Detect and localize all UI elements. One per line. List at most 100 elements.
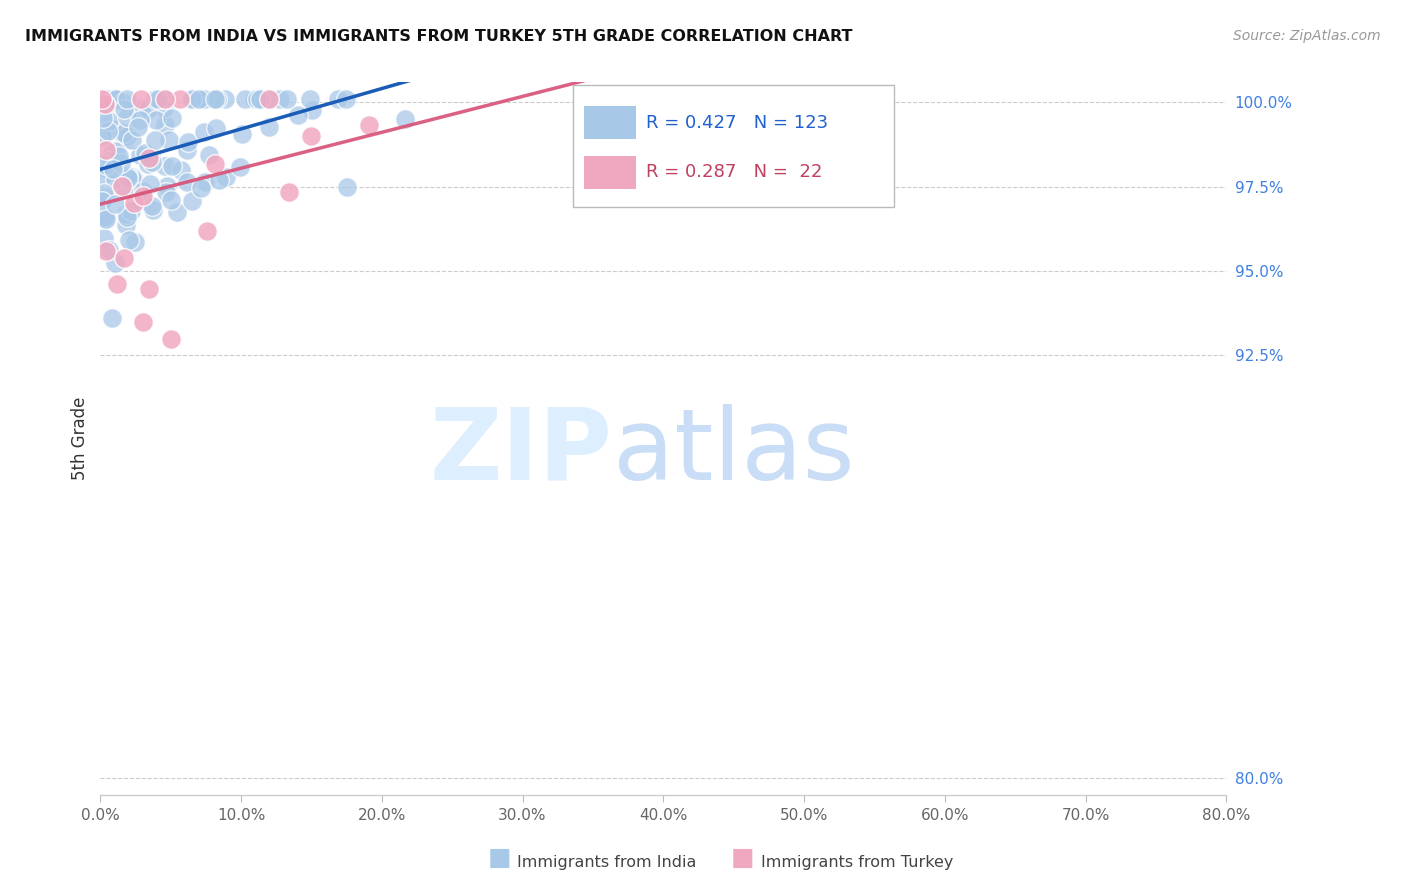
Point (112, 102, 135, 116)
Point (112, 251, 135, 265)
Point (117, 92, 139, 106)
Point (143, 133, 166, 147)
Point (112, 126, 135, 140)
Point (159, 332, 181, 346)
Point (105, 145, 128, 159)
FancyBboxPatch shape (574, 86, 894, 207)
Point (131, 315, 153, 329)
Point (94, 210, 117, 224)
Point (141, 199, 163, 213)
Point (326, 92, 349, 106)
Point (394, 112, 416, 126)
Point (131, 189, 153, 203)
Point (127, 120, 149, 134)
Point (134, 145, 156, 160)
Point (111, 178, 134, 193)
Point (176, 176, 198, 190)
Point (104, 92, 127, 106)
Point (259, 92, 281, 106)
Point (122, 195, 145, 210)
Point (91, 194, 114, 208)
Point (193, 92, 215, 106)
Point (181, 92, 204, 106)
FancyBboxPatch shape (585, 106, 637, 139)
Point (101, 161, 124, 176)
Point (298, 92, 321, 106)
Point (93, 186, 115, 200)
Point (104, 92, 127, 106)
Point (91, 168, 114, 182)
Text: ZIP: ZIP (430, 404, 613, 501)
Point (105, 92, 128, 106)
Point (138, 102, 160, 116)
Point (257, 92, 280, 106)
Point (94, 96, 117, 111)
Point (132, 184, 155, 198)
Point (188, 92, 211, 106)
Point (148, 92, 170, 106)
Point (101, 310, 124, 325)
Point (215, 169, 238, 184)
Text: IMMIGRANTS FROM INDIA VS IMMIGRANTS FROM TURKEY 5TH GRADE CORRELATION CHART: IMMIGRANTS FROM INDIA VS IMMIGRANTS FROM… (25, 29, 853, 44)
Point (160, 194, 183, 208)
Point (153, 159, 176, 173)
Point (98, 92, 121, 106)
Point (141, 155, 163, 169)
Point (128, 112, 150, 127)
Point (170, 163, 193, 178)
Text: ■: ■ (731, 846, 754, 870)
Point (249, 92, 271, 106)
Point (120, 204, 142, 219)
Point (208, 173, 231, 187)
Point (152, 102, 174, 116)
Point (121, 133, 143, 147)
Point (247, 92, 270, 106)
Point (142, 202, 165, 217)
FancyBboxPatch shape (585, 156, 637, 189)
Point (100, 153, 122, 167)
Point (233, 92, 256, 106)
Point (103, 121, 125, 136)
Point (169, 92, 191, 106)
Point (155, 185, 177, 199)
Point (301, 103, 323, 117)
Point (205, 92, 228, 106)
Point (246, 92, 269, 106)
Point (287, 108, 309, 122)
Point (160, 111, 183, 125)
Point (202, 92, 225, 106)
Point (110, 125, 132, 139)
Point (136, 157, 159, 171)
Text: Immigrants from Turkey: Immigrants from Turkey (761, 855, 953, 870)
Point (93, 231, 115, 245)
Point (115, 207, 138, 221)
Point (190, 181, 212, 195)
Point (193, 125, 215, 139)
Point (104, 172, 127, 186)
Point (160, 159, 183, 173)
Point (98, 243, 121, 257)
Text: Immigrants from India: Immigrants from India (517, 855, 697, 870)
Point (176, 143, 198, 157)
Point (197, 148, 219, 162)
Point (115, 218, 138, 232)
Point (153, 92, 176, 106)
Point (107, 149, 129, 163)
Text: R = 0.287   N =  22: R = 0.287 N = 22 (647, 163, 823, 181)
Point (259, 120, 281, 135)
Point (94, 97, 117, 112)
Point (269, 92, 291, 106)
Point (204, 92, 226, 106)
Point (101, 145, 124, 160)
Point (90, 128, 112, 143)
Text: ■: ■ (488, 846, 510, 870)
Point (243, 92, 266, 106)
Point (115, 210, 138, 224)
Point (97, 123, 120, 137)
Point (97, 162, 120, 177)
Point (193, 92, 215, 106)
Point (114, 183, 136, 197)
Y-axis label: 5th Grade: 5th Grade (72, 397, 89, 480)
Point (104, 255, 127, 269)
Point (181, 92, 204, 106)
